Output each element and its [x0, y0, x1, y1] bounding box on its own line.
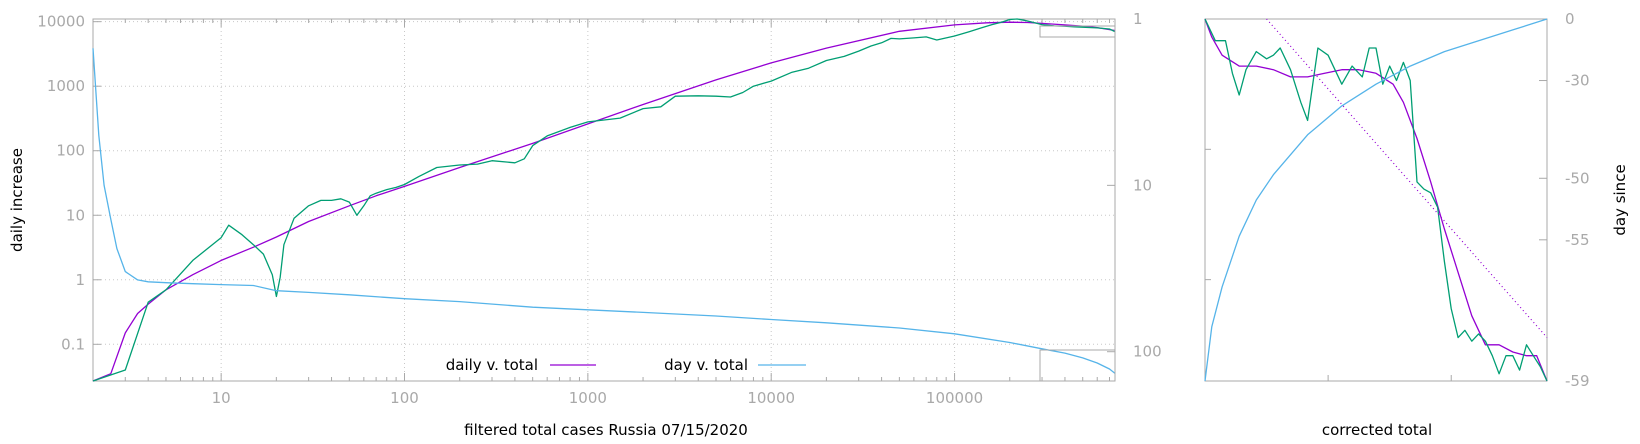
- right-x-axis-label: corrected total: [1322, 421, 1432, 439]
- left-y2-tick-label: 100: [1133, 343, 1162, 361]
- right-plot-frame: [1204, 18, 1548, 382]
- left-inset-box-bottom: [1039, 349, 1116, 382]
- legend-label-day: day v. total: [664, 356, 748, 374]
- left-x-tick-label: 10000: [747, 389, 795, 407]
- left-y-tick-label: 1000: [47, 77, 85, 95]
- right-y2-tick-label: -50: [1565, 169, 1590, 187]
- left-y-tick-label: 1: [75, 271, 85, 289]
- left-series-line-0: [92, 21, 1116, 382]
- right-y2-tick-label: -30: [1565, 72, 1590, 90]
- left-x-axis-label: filtered total cases Russia 07/15/2020: [464, 421, 748, 439]
- left-y-tick-label: 10: [66, 206, 85, 224]
- left-y2-tick-label: 10: [1133, 176, 1152, 194]
- left-series-line-2: [92, 48, 1116, 374]
- left-chart-ticks: 10 100 1000 10000 100000 0.1 1 10 100 1000 10000 1 1…: [37, 10, 1161, 407]
- left-chart-grid: [93, 19, 1115, 381]
- right-series-line-3: [1266, 18, 1548, 338]
- right-y2-axis-label: day since: [1611, 164, 1629, 235]
- right-series-line-2: [1204, 18, 1548, 382]
- left-inset-box-top: [1039, 25, 1116, 38]
- right-chart-series: [1204, 18, 1548, 382]
- legend-label-daily: daily v. total: [446, 356, 538, 374]
- left-y-tick-label: 10000: [37, 13, 85, 31]
- left-y-axis-label: daily increase: [8, 148, 26, 252]
- left-series-line-1: [92, 18, 1116, 382]
- right-y2-tick-label: 0: [1565, 10, 1575, 28]
- right-series-line-0: [1204, 18, 1548, 382]
- left-y2-tick-label: 1: [1133, 10, 1143, 28]
- left-x-tick-label: 100: [390, 389, 419, 407]
- right-y2-tick-label: -59: [1565, 372, 1590, 390]
- right-chart-ticks: 0 -30 -50 -55 -59: [1205, 10, 1590, 390]
- legend: daily v. total day v. total: [446, 356, 806, 374]
- left-plot-frame: [92, 18, 1116, 382]
- left-x-tick-label: 1000: [569, 389, 607, 407]
- left-x-tick-label: 100000: [926, 389, 983, 407]
- right-y2-tick-label: -55: [1565, 231, 1590, 249]
- left-chart-series: [92, 18, 1116, 382]
- right-series-line-1: [1204, 18, 1548, 382]
- left-y-tick-label: 100: [56, 142, 85, 160]
- left-x-tick-label: 10: [212, 389, 231, 407]
- left-y-tick-label: 0.1: [61, 335, 85, 353]
